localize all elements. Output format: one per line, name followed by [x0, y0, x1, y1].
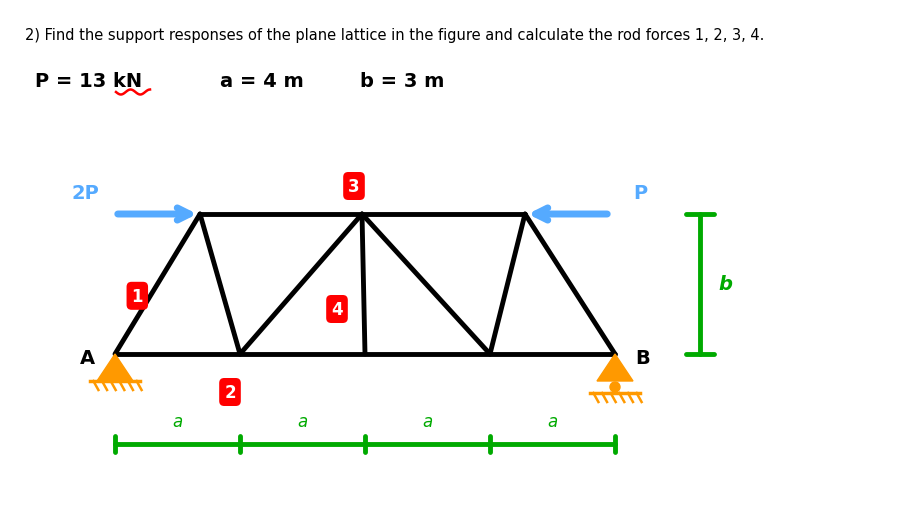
Text: a: a	[422, 412, 432, 430]
Text: 1: 1	[132, 287, 143, 305]
Text: A: A	[80, 348, 95, 367]
Text: 3: 3	[348, 178, 360, 195]
Text: b: b	[718, 275, 732, 294]
Text: a = 4 m: a = 4 m	[220, 72, 304, 91]
Circle shape	[610, 382, 620, 392]
Text: B: B	[635, 348, 649, 367]
Text: a: a	[547, 412, 557, 430]
Text: a: a	[172, 412, 182, 430]
Text: 2P: 2P	[71, 184, 99, 203]
Text: P: P	[633, 184, 647, 203]
Text: 2) Find the support responses of the plane lattice in the figure and calculate t: 2) Find the support responses of the pla…	[25, 28, 764, 43]
Text: 2: 2	[224, 383, 236, 401]
Polygon shape	[97, 355, 133, 381]
Text: P = 13 kN: P = 13 kN	[35, 72, 142, 91]
Text: b = 3 m: b = 3 m	[360, 72, 444, 91]
Polygon shape	[597, 355, 633, 381]
Text: 4: 4	[331, 300, 343, 318]
Text: a: a	[297, 412, 307, 430]
